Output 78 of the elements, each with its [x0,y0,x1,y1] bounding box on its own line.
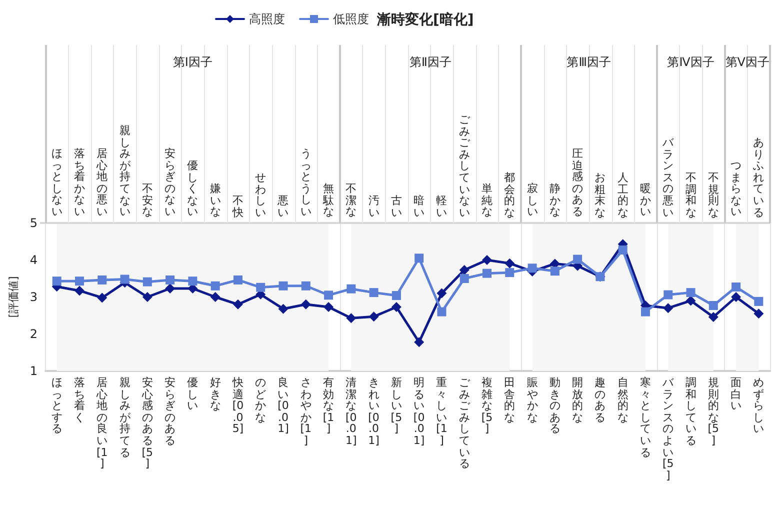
x-tick-label: 良い[0.01] [276,376,290,436]
x-tick-label: 有効な[1] [322,376,336,436]
text: 安らぎのない [163,147,178,218]
text: 暖かい [638,182,652,218]
text: 寂しい [525,182,540,218]
x-tick-label: 自然的な [616,376,630,424]
x-tick-label: 落ち着く [72,376,86,424]
band-label: 第Ⅰ因子 [172,54,212,71]
text: 優しくない [186,159,200,218]
text: 親しみが持てない [118,124,132,218]
x-tick-label: さわやか[1] [298,376,313,447]
x-tick-label: 賑やかな [525,376,540,424]
chart-title: 漸時変化[暗化] [376,11,474,28]
text: つまらない [729,159,744,218]
band-label: 第Ⅲ因子 [566,54,612,71]
legend-label: 低照度 [333,12,369,26]
x-tick-label: 趣のある [593,376,608,424]
x-tick-label: 規則的な[5] [706,376,720,447]
x-tick-label: 清潔な[0.01] [344,376,358,447]
x-tick-label: 開放的な [570,376,585,424]
text: 居心地の悪い [95,147,110,218]
x-tick-label: 新しい[5] [389,376,404,436]
x-tick-label: きれい[0.01] [366,376,381,447]
x-tick-label: 複雑な[5] [480,376,494,436]
text: 不快 [230,194,245,219]
x-tick-label: 優しい [186,376,200,412]
text: 圧迫感のある [570,147,585,218]
text: 落ち着かない [72,147,86,218]
y-tick-label: 2 [30,327,38,341]
text: 嫌いな [208,182,222,218]
x-tick-label: 安心感のある[5] [140,376,154,470]
y-tick-label: 1 [30,364,38,378]
y-tick-label: 4 [30,253,38,267]
category-label: バランスのよい[5] [662,376,674,482]
text: 単純な [480,182,494,218]
x-tick-label: 田舎的な [502,376,517,424]
y-tick-label: 5 [30,216,38,230]
text: 暗い [412,194,426,219]
x-tick-label: 居心地の良い[1] [95,376,110,470]
text: お粗末な [593,171,608,219]
x-tick-label: ごみごみしている [457,376,472,470]
text: 不潔な [344,182,358,218]
text: ありふれている [752,136,766,219]
band-label: 第Ⅱ因子 [409,54,452,71]
x-tick-label: 面白い [729,376,744,412]
x-tick-label: 調和している [684,376,698,447]
band-label: 第Ⅳ因子 [667,54,714,71]
text: 不安な [140,182,154,218]
x-tick-label: 好きな [208,376,222,412]
x-tick-label: 安らぎのある [163,376,178,447]
text: せわしい [254,171,268,219]
band-label: 第Ⅴ因子 [725,54,770,71]
text: 軽い [434,194,449,219]
text: ほっとしない [50,147,64,218]
text: 不規則な [706,171,720,219]
x-tick-label: 親しみが持てる [118,376,132,459]
x-tick-label: めずらしい [752,376,766,436]
text: 不調和な [684,171,698,219]
x-tick-label: 寒々としている [638,376,652,459]
text: 汚い [366,194,381,219]
text: ごみごみしていない [458,113,470,219]
text: 悪い [276,194,290,219]
x-tick-label: 快適[0.05] [230,376,245,436]
x-tick-label: 重々しい[1] [434,376,449,447]
x-tick-label: 明るい[0.01] [412,376,426,447]
text: バランスの悪い [661,136,676,219]
x-tick-label: ほっとする [50,376,64,436]
legend-label: 高照度 [249,12,285,26]
text: 古い [389,194,404,219]
text: 人工的な [616,171,630,219]
text: 静かな [548,182,562,218]
text: うっとうしい [298,147,313,218]
x-tick-label: 動きのある [548,376,562,436]
y-tick-label: 3 [30,290,38,304]
text: 無駄な [322,182,336,218]
y-axis-title: [評価値] [7,276,20,318]
x-tick-label: のどかな [254,376,268,424]
text: 都会的な [502,171,517,219]
